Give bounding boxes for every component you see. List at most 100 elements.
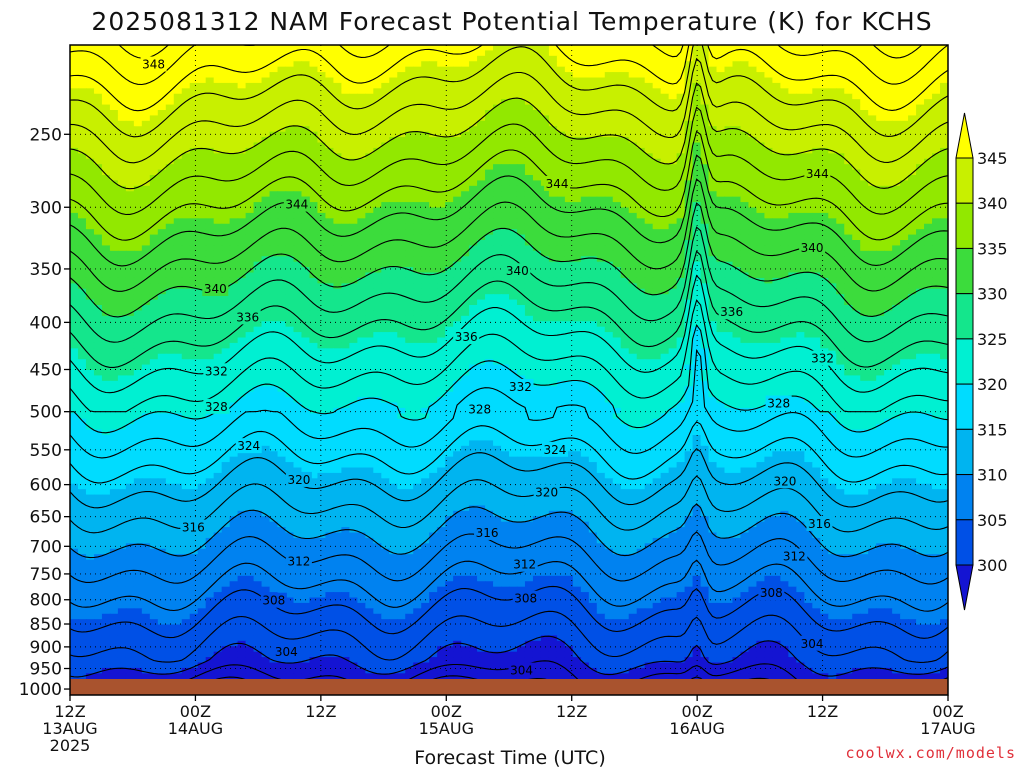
field-cell: [564, 50, 574, 57]
field-cell: [748, 110, 758, 117]
field-cell: [485, 267, 494, 274]
field-cell: [692, 115, 702, 122]
field-cell: [85, 50, 95, 57]
field-cell: [285, 115, 295, 122]
field-cell: [660, 88, 670, 95]
field-cell: [493, 104, 502, 111]
field-cell: [572, 142, 582, 149]
field-cell: [868, 72, 877, 79]
field-cell: [836, 212, 845, 219]
field-cell: [421, 137, 430, 144]
field-cell: [157, 261, 167, 268]
field-cell: [165, 283, 175, 290]
field-cell: [365, 153, 374, 160]
field-cell: [237, 240, 247, 247]
field-cell: [165, 147, 175, 154]
field-cell: [421, 110, 430, 117]
field-cell: [892, 245, 901, 252]
field-cell: [70, 120, 79, 127]
field-cell: [213, 218, 223, 225]
field-cell: [309, 77, 319, 84]
field-cell: [325, 240, 334, 247]
field-cell: [309, 207, 319, 214]
field-cell: [501, 126, 510, 133]
field-cell: [836, 283, 845, 290]
field-cell: [804, 55, 813, 62]
field-cell: [93, 169, 103, 176]
field-cell: [269, 202, 279, 209]
field-cell: [325, 175, 334, 182]
field-cell: [477, 120, 486, 127]
field-cell: [381, 88, 390, 95]
field-cell: [596, 196, 606, 203]
field-cell: [724, 218, 734, 225]
field-cell: [261, 202, 271, 209]
field-cell: [860, 104, 869, 111]
field-cell: [125, 115, 135, 122]
field-cell: [405, 207, 414, 214]
field-cell: [668, 93, 678, 100]
field-cell: [828, 196, 837, 203]
field-cell: [85, 104, 95, 111]
field-cell: [469, 283, 478, 290]
field-cell: [261, 169, 271, 176]
field-cell: [588, 245, 598, 252]
field-cell: [229, 82, 239, 89]
field-cell: [748, 245, 758, 252]
field-cell: [740, 180, 750, 187]
field-cell: [413, 153, 422, 160]
field-cell: [796, 191, 805, 198]
field-cell: [660, 267, 670, 274]
field-cell: [181, 250, 191, 257]
field-cell: [317, 191, 327, 198]
field-cell: [189, 218, 199, 225]
field-cell: [157, 131, 167, 138]
field-cell: [277, 180, 287, 187]
field-cell: [668, 223, 678, 230]
field-cell: [341, 99, 350, 106]
field-cell: [908, 229, 917, 236]
field-cell: [932, 180, 941, 187]
field-cell: [413, 137, 422, 144]
field-cell: [437, 267, 446, 274]
field-cell: [532, 72, 542, 79]
field-cell: [213, 261, 223, 268]
field-cell: [772, 158, 781, 165]
field-cell: [748, 180, 758, 187]
field-cell: [125, 229, 135, 236]
field-cell: [836, 256, 845, 263]
field-cell: [676, 72, 686, 79]
field-cell: [676, 229, 686, 236]
field-cell: [349, 229, 358, 236]
field-cell: [333, 120, 342, 127]
field-cell: [301, 55, 311, 62]
field-cell: [852, 131, 861, 138]
field-cell: [237, 261, 247, 268]
field-cell: [788, 196, 797, 203]
field-cell: [628, 261, 638, 268]
field-cell: [293, 283, 303, 290]
field-cell: [740, 261, 750, 268]
field-cell: [397, 185, 406, 192]
field-cell: [572, 234, 582, 241]
field-cell: [173, 245, 183, 252]
field-cell: [716, 212, 726, 219]
field-cell: [884, 131, 893, 138]
field-cell: [548, 272, 558, 279]
field-cell: [860, 115, 869, 122]
field-cell: [461, 229, 470, 236]
field-cell: [165, 115, 175, 122]
field-cell: [341, 191, 350, 198]
field-cell: [788, 115, 797, 122]
field-cell: [397, 104, 406, 111]
field-cell: [365, 50, 374, 57]
field-cell: [381, 191, 390, 198]
field-cell: [349, 218, 358, 225]
field-cell: [469, 158, 478, 165]
field-cell: [684, 175, 694, 182]
field-cell: [524, 50, 534, 57]
field-cell: [253, 169, 263, 176]
field-cell: [676, 180, 686, 187]
field-cell: [70, 104, 79, 111]
field-cell: [501, 158, 510, 165]
